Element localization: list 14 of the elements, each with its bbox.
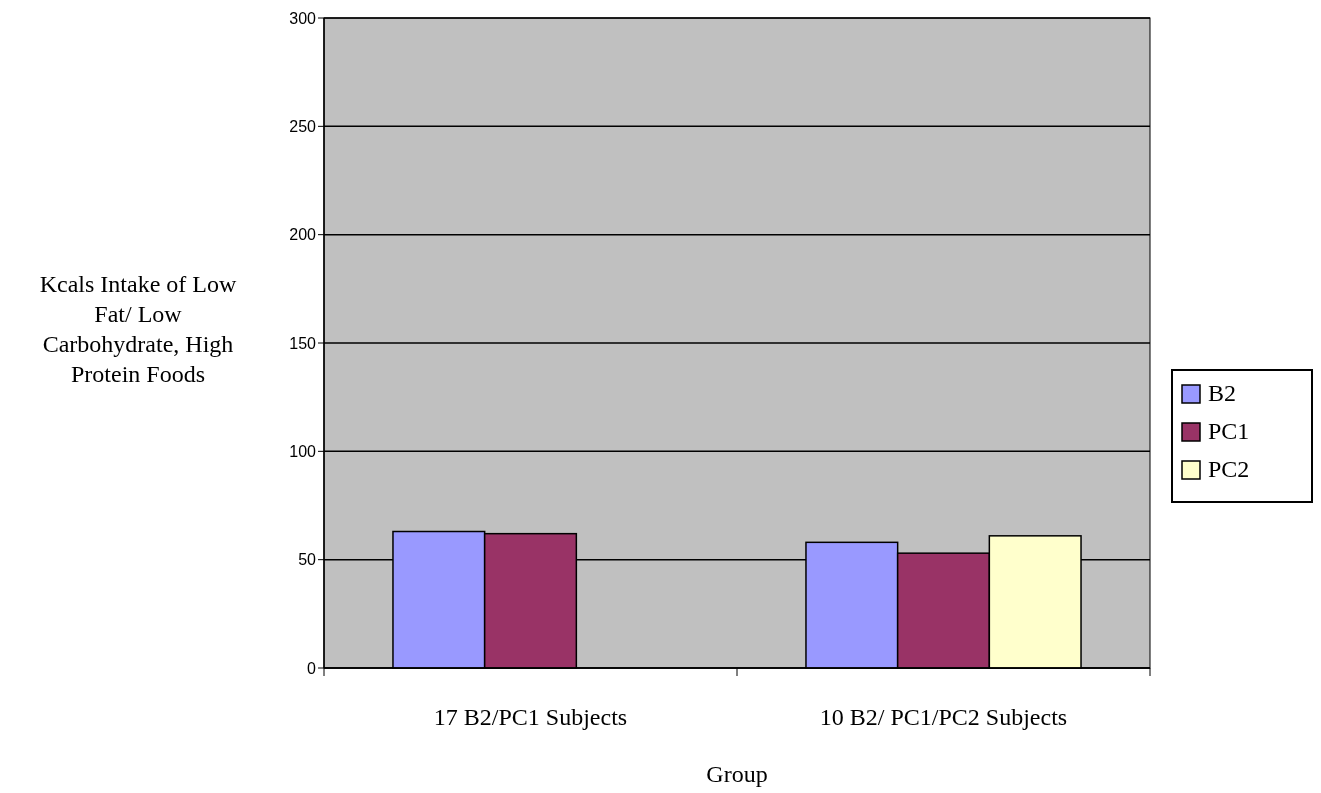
y-tick-label: 150 — [289, 334, 317, 352]
y-tick-label: 100 — [289, 442, 317, 460]
y-tick-label: 250 — [289, 117, 317, 135]
y-tick-label: 300 — [289, 9, 317, 27]
x-axis-title: Group — [706, 761, 768, 787]
x-tick-label: 17 B2/PC1 Subjects — [433, 704, 628, 730]
legend-label: PC2 — [1208, 456, 1250, 482]
legend-label: B2 — [1208, 380, 1237, 406]
y-axis-title: Kcals Intake of Low Fat/ Low Carbohydrate, High Protein Foods — [39, 271, 237, 387]
y-tick-label: 0 — [307, 659, 317, 677]
legend-label: PC1 — [1208, 418, 1250, 444]
y-tick-label: 50 — [298, 551, 317, 569]
x-tick-label: 10 B2/ PC1/PC2 Subjects — [819, 704, 1068, 730]
y-tick-label: 200 — [289, 226, 317, 244]
